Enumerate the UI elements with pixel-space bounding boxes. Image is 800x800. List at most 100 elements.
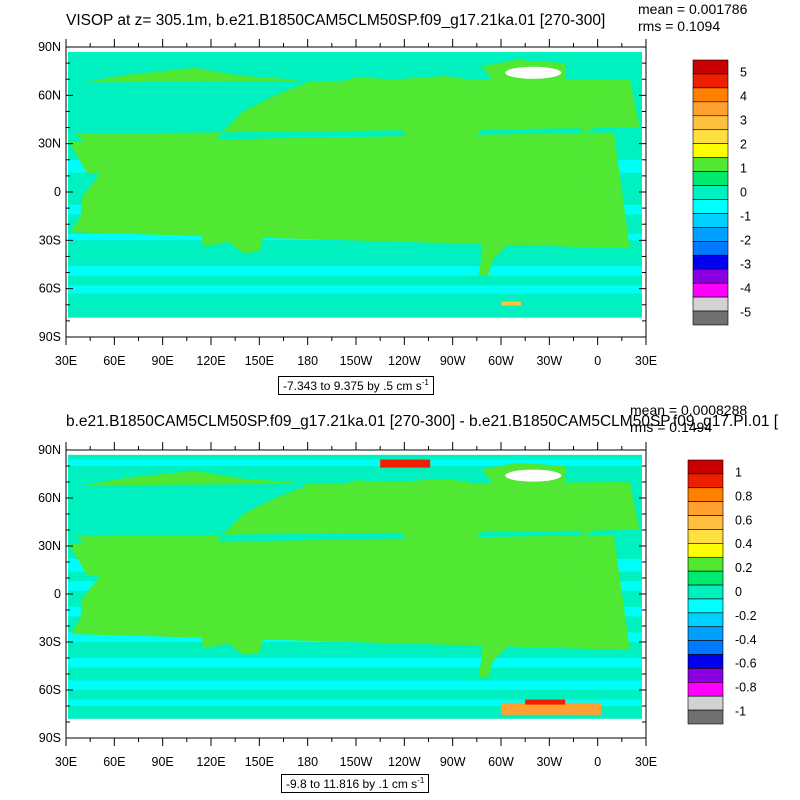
lon-tick-label: 0 [594, 755, 601, 769]
unit-exponent: -1 [421, 378, 429, 387]
lat-tick-label: 60S [39, 683, 61, 697]
lat-tick-label: 60N [38, 491, 61, 505]
colorbar-label: -0.8 [735, 681, 757, 695]
panel-title: VISOP at z= 305.1m, b.e21.B1850CAM5CLM50… [66, 12, 606, 29]
rms-label: rms = 0.1094 [638, 18, 721, 34]
colorbar-swatch [692, 254, 729, 270]
colorbar-swatch [687, 570, 724, 586]
colorbar-swatch [687, 626, 724, 641]
colorbar-swatch [692, 310, 729, 326]
colorbar-swatch [692, 282, 729, 298]
contour-band [68, 658, 642, 668]
anomaly-patch [501, 301, 521, 306]
land-area [75, 67, 640, 180]
colorbar-swatch [687, 695, 724, 711]
lon-tick-label: 30E [55, 755, 77, 769]
contour-info-text: -9.8 to 11.816 by .1 cm s [286, 777, 418, 791]
lat-tick-label: 60S [39, 282, 61, 296]
colorbar-label: 1 [740, 162, 747, 176]
lat-tick-label: 90N [38, 40, 61, 54]
map-plot-area [68, 51, 642, 318]
colorbar-swatch [692, 73, 729, 89]
colorbar-label: 0 [735, 585, 742, 599]
colorbar-label: -5 [740, 305, 751, 319]
lon-tick-label: 180 [297, 354, 318, 368]
colorbar-swatch [687, 584, 724, 600]
lon-tick-label: 150E [245, 354, 274, 368]
colorbar-label: 0.6 [735, 513, 752, 527]
colorbar-swatch [692, 199, 729, 214]
colorbar-label: -4 [740, 281, 751, 295]
colorbar-label: 0.4 [735, 537, 752, 551]
land-area [570, 132, 630, 249]
contour-band [68, 285, 642, 294]
lon-tick-label: 180 [297, 755, 318, 769]
colorbar-swatch [692, 171, 729, 186]
colorbar-swatch [687, 487, 724, 502]
colorbar-swatch [687, 654, 724, 669]
contour-band [68, 459, 642, 466]
lat-tick-label: 90S [39, 330, 61, 344]
colorbar-label: 0.8 [735, 489, 752, 503]
lon-tick-label: 60W [488, 354, 514, 368]
colorbar-label: -0.6 [735, 657, 757, 671]
land-area [201, 209, 265, 254]
lon-tick-label: 150W [340, 755, 373, 769]
colorbar-swatch [687, 459, 724, 475]
contour-band [68, 266, 642, 276]
land-area [581, 79, 640, 134]
lon-tick-label: 150W [340, 354, 373, 368]
land-area [170, 584, 244, 607]
mean-label: mean = 0.001786 [638, 1, 748, 17]
colorbar-swatch [692, 227, 729, 242]
lon-tick-label: 120W [388, 354, 421, 368]
colorbar-swatch [687, 501, 724, 516]
lon-tick-label: 30E [635, 755, 657, 769]
panel-title: b.e21.B1850CAM5CLM50SP.f09_g17.21ka.01 [… [66, 413, 779, 430]
lat-tick-label: 0 [54, 185, 61, 199]
colorbar-label: 0 [740, 186, 747, 200]
land-area [201, 611, 265, 655]
colorbar-swatch [687, 682, 724, 697]
colorbar-swatch [692, 87, 729, 103]
colorbar-swatch [687, 598, 724, 614]
lon-tick-label: 90W [440, 354, 466, 368]
land-area [75, 470, 640, 582]
land-area [570, 534, 630, 650]
colorbar-swatch [692, 296, 729, 312]
lat-tick-label: 30S [39, 233, 61, 247]
colorbar-label: -1 [735, 704, 746, 718]
colorbar-swatch [692, 157, 729, 172]
colorbar-swatch [687, 709, 724, 725]
colorbar-swatch [692, 115, 729, 131]
anomaly-patch [380, 459, 431, 468]
contour-map: 90N 60N 30N 0 30S 60S 90S 30E 60E 90E 120E 150E 180 1… [38, 39, 751, 368]
land-area [69, 534, 630, 650]
lat-tick-label: 30N [38, 539, 61, 553]
colorbar-swatch [687, 543, 724, 558]
lon-tick-label: 0 [594, 354, 601, 368]
lon-tick-label: 30E [55, 354, 77, 368]
contour-map: 90N 60N 30N 0 30S 60S 90S 30E 60E 90E 120E 150E 180 1… [38, 442, 757, 769]
rms-label: rms = 0.1494 [630, 419, 713, 435]
lat-tick-label: 30N [38, 137, 61, 151]
lon-tick-label: 120W [388, 755, 421, 769]
lon-tick-label: 60E [103, 354, 125, 368]
colorbar-swatch [687, 529, 724, 544]
lon-tick-label: 60W [488, 755, 514, 769]
lon-tick-label: 120E [196, 755, 225, 769]
colorbar-swatch [692, 213, 729, 228]
contour-band [68, 699, 642, 706]
colorbar-label: 2 [740, 138, 747, 152]
colorbar-swatch [687, 556, 724, 572]
land-area [170, 182, 244, 205]
colorbar-label: 0.2 [735, 561, 752, 575]
mean-label: mean = 0.0008288 [630, 402, 748, 418]
colorbar-label: 3 [740, 114, 747, 128]
colorbar-swatch [692, 129, 729, 144]
lon-tick-label: 60E [103, 755, 125, 769]
lat-tick-label: 90S [39, 731, 61, 745]
colorbar-swatch [692, 268, 729, 284]
colorbar-swatch [692, 101, 729, 117]
contour-info-text: -7.343 to 9.375 by .5 cm s [283, 379, 422, 393]
